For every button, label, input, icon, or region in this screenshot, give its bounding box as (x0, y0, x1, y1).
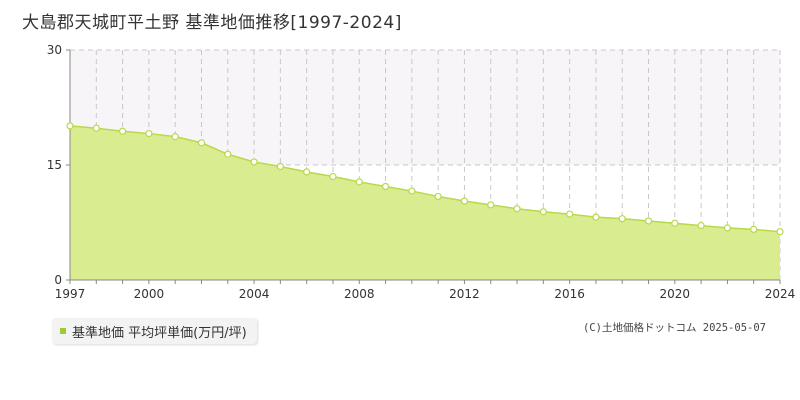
x-tick-label: 1997 (55, 287, 86, 301)
data-point (171, 133, 179, 141)
data-point (750, 225, 758, 233)
data-point (276, 162, 284, 171)
data-point (697, 221, 705, 230)
legend: 基準地価 平均坪単価(万円/坪) (52, 318, 257, 344)
copyright-text: (C)土地価格ドットコム 2025-05-07 (582, 322, 766, 334)
y-tick-label: 0 (54, 273, 62, 287)
x-tick-label: 2016 (554, 287, 585, 301)
data-point (197, 139, 206, 147)
area-series (69, 125, 781, 281)
legend-label: 基準地価 平均坪単価(万円/坪) (72, 325, 247, 341)
chart-title: 大島郡天城町平土野 基準地価推移[1997-2024] (22, 13, 402, 33)
series-line (69, 125, 781, 233)
data-point (408, 187, 416, 195)
legend-swatch (60, 328, 66, 334)
x-tick-label: 2020 (660, 287, 691, 301)
data-point (539, 208, 547, 216)
data-point (303, 168, 311, 176)
data-point (644, 217, 653, 225)
data-points (66, 122, 784, 236)
data-point (118, 127, 127, 135)
data-point (329, 172, 337, 181)
data-point (66, 122, 74, 130)
data-point (723, 224, 732, 232)
tick-labels: 0 15 30 1997 2000 2004 2008 2012 2016 2020 2024 (47, 43, 796, 301)
data-point (460, 197, 469, 205)
data-point (618, 215, 626, 223)
data-point (250, 158, 258, 166)
area-fill (70, 125, 780, 281)
data-point (224, 150, 232, 158)
data-point (145, 129, 153, 138)
data-point (566, 210, 574, 218)
y-tick-label: 15 (47, 158, 62, 172)
x-tick-label: 2000 (134, 287, 165, 301)
data-point (381, 182, 390, 191)
y-tick-label: 30 (47, 43, 62, 57)
x-tick-label: 2008 (344, 287, 375, 301)
data-point (355, 178, 363, 186)
data-point (671, 219, 679, 227)
axes (66, 49, 781, 284)
x-tick-label: 2004 (239, 287, 270, 301)
data-point (776, 228, 784, 236)
data-point (487, 201, 495, 209)
x-tick-label: 2012 (449, 287, 480, 301)
data-point (592, 213, 600, 221)
data-point (92, 124, 100, 132)
data-point (434, 192, 442, 201)
x-tick-label: 2024 (765, 287, 796, 301)
data-point (513, 205, 521, 213)
